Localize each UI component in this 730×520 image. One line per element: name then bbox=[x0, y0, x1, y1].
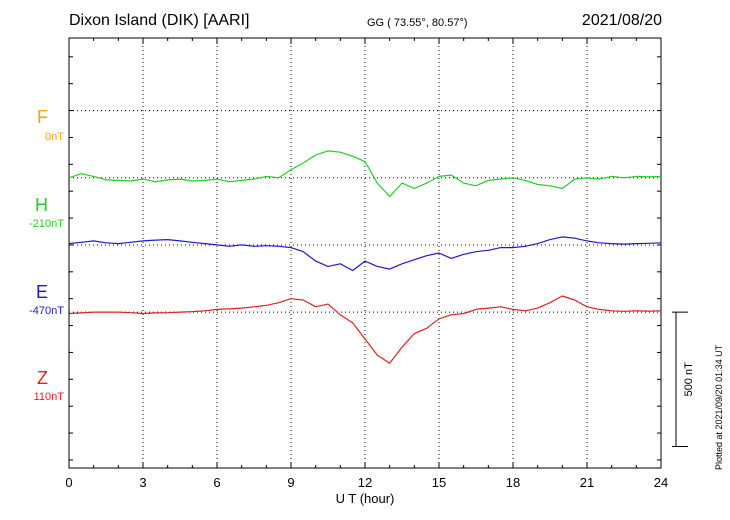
x-tick-label-21: 21 bbox=[580, 475, 594, 490]
station-coordinates: GG ( 73.55°, 80.57°) bbox=[367, 17, 468, 29]
x-tick-label-0: 0 bbox=[65, 475, 72, 490]
component-letter-f: F bbox=[37, 107, 48, 127]
series-line-e bbox=[68, 236, 662, 272]
component-baseline-z: 110nT bbox=[33, 391, 64, 403]
x-tick-label-9: 9 bbox=[287, 475, 294, 490]
x-tick-label-6: 6 bbox=[213, 475, 220, 490]
x-tick-label-18: 18 bbox=[506, 475, 520, 490]
series-line-h bbox=[68, 150, 662, 198]
component-baseline-h: -210nT bbox=[29, 218, 64, 230]
component-baseline-f: 0nT bbox=[45, 131, 64, 143]
x-tick-label-12: 12 bbox=[358, 475, 372, 490]
series-line-z bbox=[68, 295, 662, 364]
x-tick-label-24: 24 bbox=[654, 475, 668, 490]
component-letter-h: H bbox=[35, 195, 48, 215]
x-tick-label-15: 15 bbox=[432, 475, 446, 490]
x-tick-label-3: 3 bbox=[139, 475, 146, 490]
station-title: Dixon Island (DIK) [AARI] bbox=[69, 12, 250, 29]
chart-date: 2021/08/20 bbox=[581, 12, 662, 29]
scale-bar-label: 500 nT bbox=[683, 362, 695, 397]
x-axis-label: U T (hour) bbox=[336, 491, 395, 506]
component-letter-e: E bbox=[35, 282, 48, 302]
component-baseline-e: -470nT bbox=[29, 305, 64, 317]
component-letter-z: Z bbox=[37, 368, 48, 388]
plotted-note: Plotted at 2021/09/20 01:34 UT bbox=[714, 344, 724, 470]
